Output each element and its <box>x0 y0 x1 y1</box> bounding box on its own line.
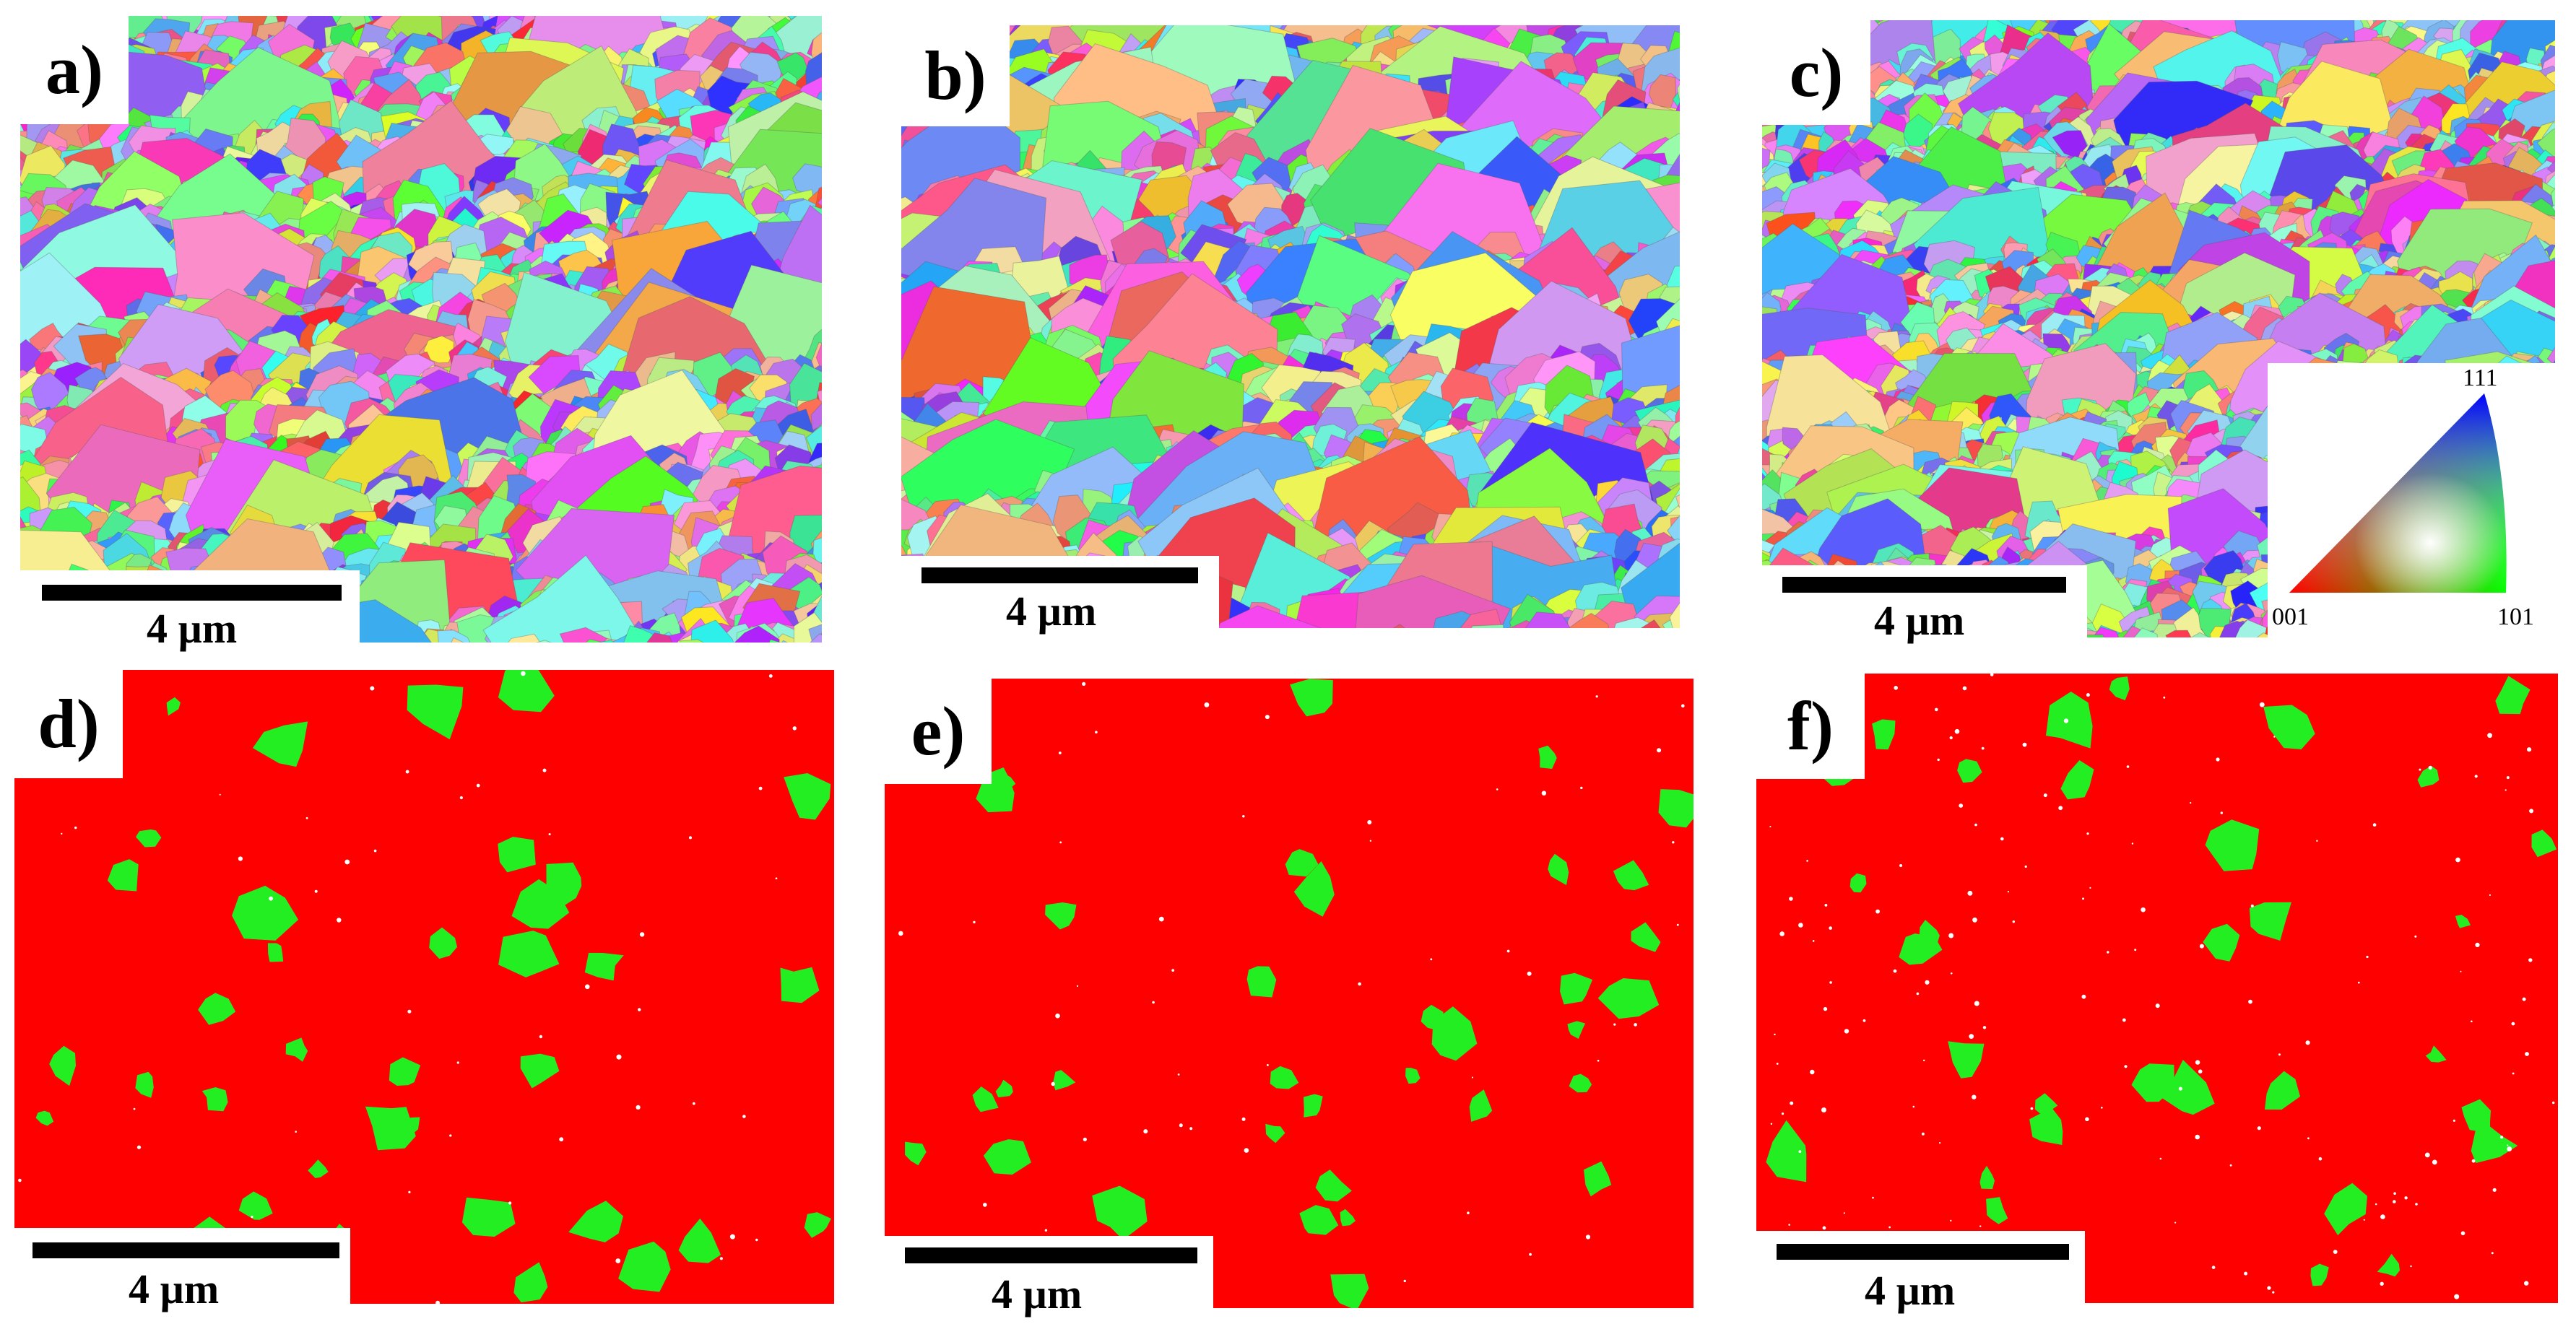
panel-label: c) <box>1762 20 1870 125</box>
panel-label: b) <box>901 25 1010 126</box>
scale-bar-box: 4 µm <box>14 1228 350 1310</box>
scale-bar <box>1782 577 2066 593</box>
scale-bar-box: 4 µm <box>901 556 1219 632</box>
ipf-color-key: 111 001 101 <box>2268 363 2555 637</box>
scale-bar-label: 4 µm <box>147 605 238 652</box>
ipf-triangle <box>2289 393 2507 593</box>
ipf-map-panel-c: c) 4 µm 111 <box>1762 20 2555 642</box>
scale-bar-label: 4 µm <box>1006 588 1097 635</box>
scale-bar <box>42 585 342 601</box>
phase-map-panel-d: d) 4 µm <box>14 670 834 1310</box>
ipf-grain-map <box>20 16 822 643</box>
panel-label: a) <box>20 16 129 124</box>
scale-bar <box>921 567 1198 583</box>
scale-bar-label: 4 µm <box>1865 1267 1956 1314</box>
phase-map <box>14 670 834 1304</box>
ipf-key-001: 001 <box>2272 604 2309 630</box>
scale-bar-box: 4 µm <box>1762 565 2087 642</box>
scale-bar-box: 4 µm <box>20 570 360 650</box>
scale-bar-label: 4 µm <box>129 1266 220 1312</box>
scale-bar-label: 4 µm <box>1874 597 1965 644</box>
ipf-grain-map <box>1762 20 2555 637</box>
scale-bar-label: 4 µm <box>992 1271 1083 1318</box>
scale-bar-box: 4 µm <box>1756 1231 2085 1312</box>
scale-bar <box>1777 1244 2069 1260</box>
panel-label: e) <box>885 679 992 784</box>
scale-bar-box: 4 µm <box>885 1236 1213 1315</box>
scale-bar <box>32 1242 339 1258</box>
ipf-key-101: 101 <box>2497 604 2534 630</box>
phase-map <box>885 679 1694 1308</box>
ipf-map-panel-a: a) 4 µm <box>20 16 822 650</box>
ipf-map-panel-b: b) 4 µm <box>901 25 1680 632</box>
scale-bar <box>905 1247 1197 1263</box>
phase-map <box>1756 674 2558 1303</box>
ipf-grain-map <box>901 25 1680 628</box>
ipf-key-111: 111 <box>2463 365 2498 391</box>
phase-map-panel-e: e) 4 µm <box>885 679 1694 1315</box>
panel-label: d) <box>14 670 123 778</box>
panel-label: f) <box>1756 674 1865 779</box>
phase-map-panel-f: f) 4 µm <box>1756 674 2558 1312</box>
